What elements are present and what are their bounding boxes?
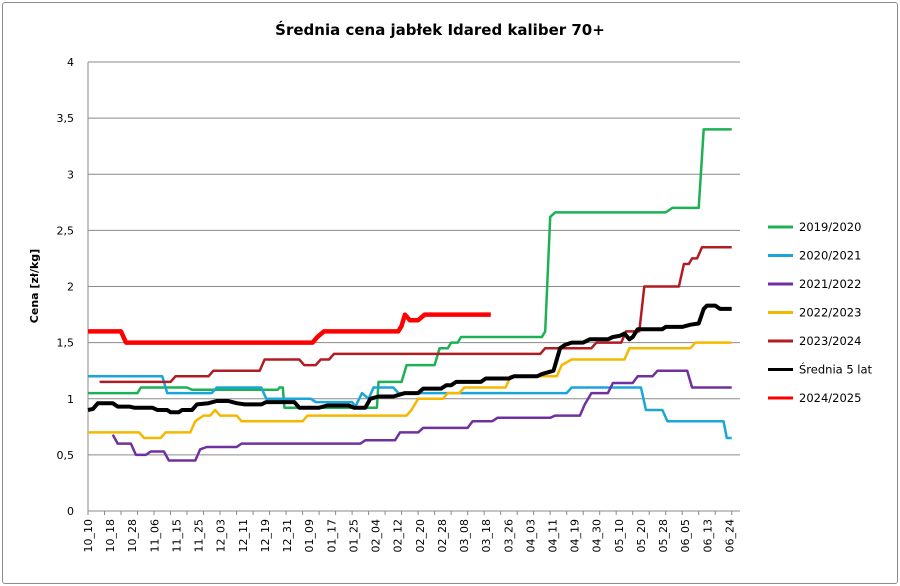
legend-item: 2024/2025 [768,391,861,405]
x-tick-label: 04_03 [524,519,537,553]
y-tick-label: 0 [67,505,74,518]
legend-label: 2023/2024 [799,334,861,348]
x-tick-label: 01_17 [325,519,338,553]
x-tick-label: 06_13 [701,519,714,553]
series-line-1 [88,128,732,409]
y-tick-label: 1,5 [57,337,75,350]
x-tick-label: 12_11 [237,519,250,553]
series-line-4 [88,341,732,440]
legend-item: 2022/2023 [768,306,861,320]
x-tick-label: 02_28 [436,519,449,553]
x-tick-label: 01_09 [303,519,316,553]
legend: 2019/2020 2020/2021 2021/2022 2022/2023 2023… [768,220,873,405]
series-line-7 [88,312,491,345]
legend-item: 2019/2020 [768,220,861,234]
x-tick-label: 05_20 [635,519,648,553]
legend-label: 2022/2023 [799,306,861,320]
series-line-2 [88,375,732,440]
x-tick-label: 03_08 [458,519,471,553]
y-axis-label: Cena [zł/kg] [28,249,41,323]
x-tick-label: 04_30 [591,519,604,553]
legend-item: Średnia 5 lat [768,362,873,377]
x-tick-label: 12_03 [215,519,228,553]
x-tick-label: 10_28 [126,519,139,553]
x-tick-label: 04_19 [569,519,582,553]
x-tick-label: 11_25 [193,519,206,553]
x-tick-label: 10_18 [104,519,117,553]
y-tick-label: 2,5 [57,224,75,237]
x-tick-label: 02_04 [370,519,383,553]
x-tick-label: 06_24 [723,519,736,553]
series-line-3 [111,369,732,462]
x-tick-label: 06_05 [679,519,692,553]
x-tick-label: 05_10 [613,519,626,553]
legend-item: 2020/2021 [768,249,861,263]
y-tick-label: 0,5 [57,449,75,462]
legend-label: 2024/2025 [799,391,861,405]
x-tick-label: 04_11 [546,519,559,553]
legend-label: 2019/2020 [799,220,861,234]
chart-title: Średnia cena jabłek Idared kaliber 70+ [275,20,605,39]
series-line-5 [99,245,732,384]
x-tick-label: 12_31 [281,519,294,553]
legend-label: 2020/2021 [799,249,861,263]
x-tick-label: 02_12 [392,519,405,553]
x-tick-label: 03_26 [502,519,515,553]
series-line-6 [87,303,732,415]
y-tick-label: 3,5 [57,112,75,125]
x-tick-label: 12_19 [259,519,272,553]
x-tick-label: 11_06 [148,519,161,553]
y-tick-label: 2 [67,281,74,294]
y-tick-label: 1 [67,393,74,406]
x-tick-label: 10_10 [82,519,95,553]
legend-label: Średnia 5 lat [799,362,873,377]
legend-label: 2021/2022 [799,277,861,291]
x-tick-label: 02_20 [414,519,427,553]
x-tick-label: 05_28 [657,519,670,553]
x-tick-label: 01_25 [347,519,360,553]
x-tick-label: 11_15 [170,519,183,553]
legend-item: 2023/2024 [768,334,861,348]
y-tick-label: 4 [67,56,74,69]
legend-item: 2021/2022 [768,277,861,291]
plot-area: 0 0,5 1 1,5 2 2,5 3 3,5 4 10_10 10_18 10_28 11_06 11_… [57,56,740,553]
x-tick-label: 03_18 [480,519,493,553]
y-tick-label: 3 [67,168,74,181]
